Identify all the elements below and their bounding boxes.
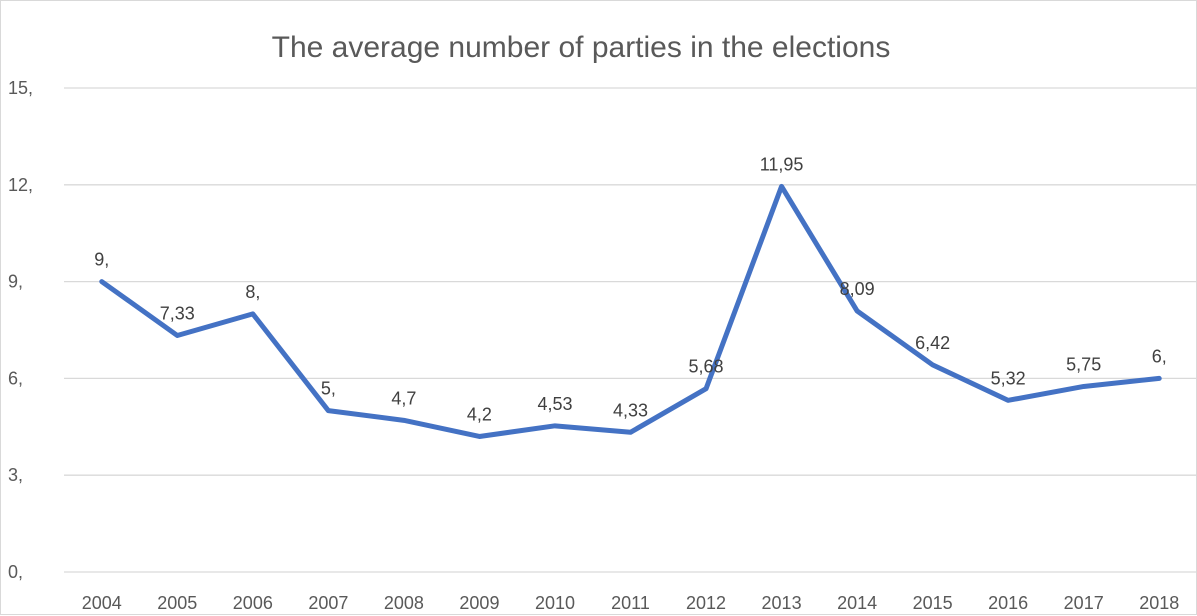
data-label: 6,: [1152, 346, 1167, 366]
x-tick-label: 2017: [1064, 593, 1104, 613]
x-tick-label: 2012: [686, 593, 726, 613]
series: [99, 183, 1162, 439]
x-tick-label: 2010: [535, 593, 575, 613]
y-tick-label: 0,: [8, 562, 23, 582]
data-label: 5,68: [689, 357, 724, 377]
x-axis-ticks: 2004 2005 2006 2007 2008 2009 2010 2011 2012 2013…: [82, 593, 1180, 613]
chart-title: The average number of parties in the ele…: [272, 31, 891, 64]
y-tick-label: 3,: [8, 465, 23, 485]
x-tick-label: 2005: [157, 593, 197, 613]
data-label: 6,42: [915, 333, 950, 353]
y-tick-label: 12,: [8, 175, 33, 195]
data-label: 5,32: [991, 368, 1026, 388]
data-label: 8,: [245, 282, 260, 302]
x-tick-label: 2014: [837, 593, 877, 613]
data-labels: 9, 7,33 8, 5, 4,7 4,2 4,53 4,33 5,68 11,95 8,09 6,4…: [94, 154, 1166, 424]
data-label: 4,7: [391, 388, 416, 408]
x-tick-label: 2006: [233, 593, 273, 613]
data-label: 9,: [94, 250, 109, 270]
series-line: [99, 183, 1162, 439]
y-tick-label: 9,: [8, 272, 23, 292]
x-tick-label: 2018: [1139, 593, 1179, 613]
x-tick-label: 2004: [82, 593, 122, 613]
x-tick-label: 2016: [988, 593, 1028, 613]
data-label: 8,09: [840, 279, 875, 299]
data-label: 4,53: [537, 394, 572, 414]
gridlines: [64, 87, 1197, 573]
data-label: 4,2: [467, 404, 492, 424]
x-tick-label: 2015: [913, 593, 953, 613]
y-axis-ticks: 0, 3, 6, 9, 12, 15,: [8, 78, 33, 582]
x-tick-label: 2007: [308, 593, 348, 613]
data-label: 4,33: [613, 400, 648, 420]
data-label: 5,: [321, 379, 336, 399]
x-tick-label: 2008: [384, 593, 424, 613]
data-label: 7,33: [160, 303, 195, 323]
data-label: 5,75: [1066, 354, 1101, 374]
y-tick-label: 6,: [8, 368, 23, 388]
x-tick-label: 2009: [459, 593, 499, 613]
x-tick-label: 2011: [611, 593, 650, 613]
data-label: 11,95: [760, 154, 804, 174]
x-tick-label: 2013: [762, 593, 802, 613]
y-tick-label: 15,: [8, 78, 33, 98]
